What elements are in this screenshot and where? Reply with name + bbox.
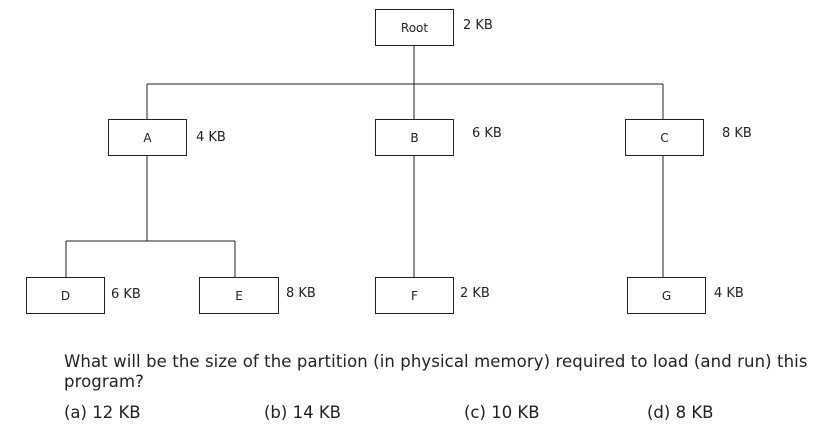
node-g-size: 4 KB [714, 286, 744, 301]
node-root-size: 2 KB [463, 18, 493, 33]
node-e-size: 8 KB [286, 286, 316, 301]
option-a[interactable]: (a) 12 KB [64, 403, 141, 422]
question-text: What will be the size of the partition (… [64, 352, 808, 391]
option-b[interactable]: (b) 14 KB [264, 403, 341, 422]
node-f: F [375, 277, 454, 314]
node-b: B [375, 119, 454, 156]
node-d-size: 6 KB [111, 287, 141, 302]
node-root: Root [375, 9, 454, 46]
node-b-size: 6 KB [472, 126, 502, 141]
node-c-size: 8 KB [722, 126, 752, 141]
option-d[interactable]: (d) 8 KB [647, 403, 714, 422]
node-e: E [199, 277, 279, 314]
node-a-size: 4 KB [196, 130, 226, 145]
node-c: C [625, 119, 704, 156]
option-c[interactable]: (c) 10 KB [464, 403, 540, 422]
node-a: A [108, 119, 187, 156]
node-f-size: 2 KB [460, 286, 490, 301]
node-g: G [627, 277, 706, 314]
node-d: D [26, 277, 105, 314]
